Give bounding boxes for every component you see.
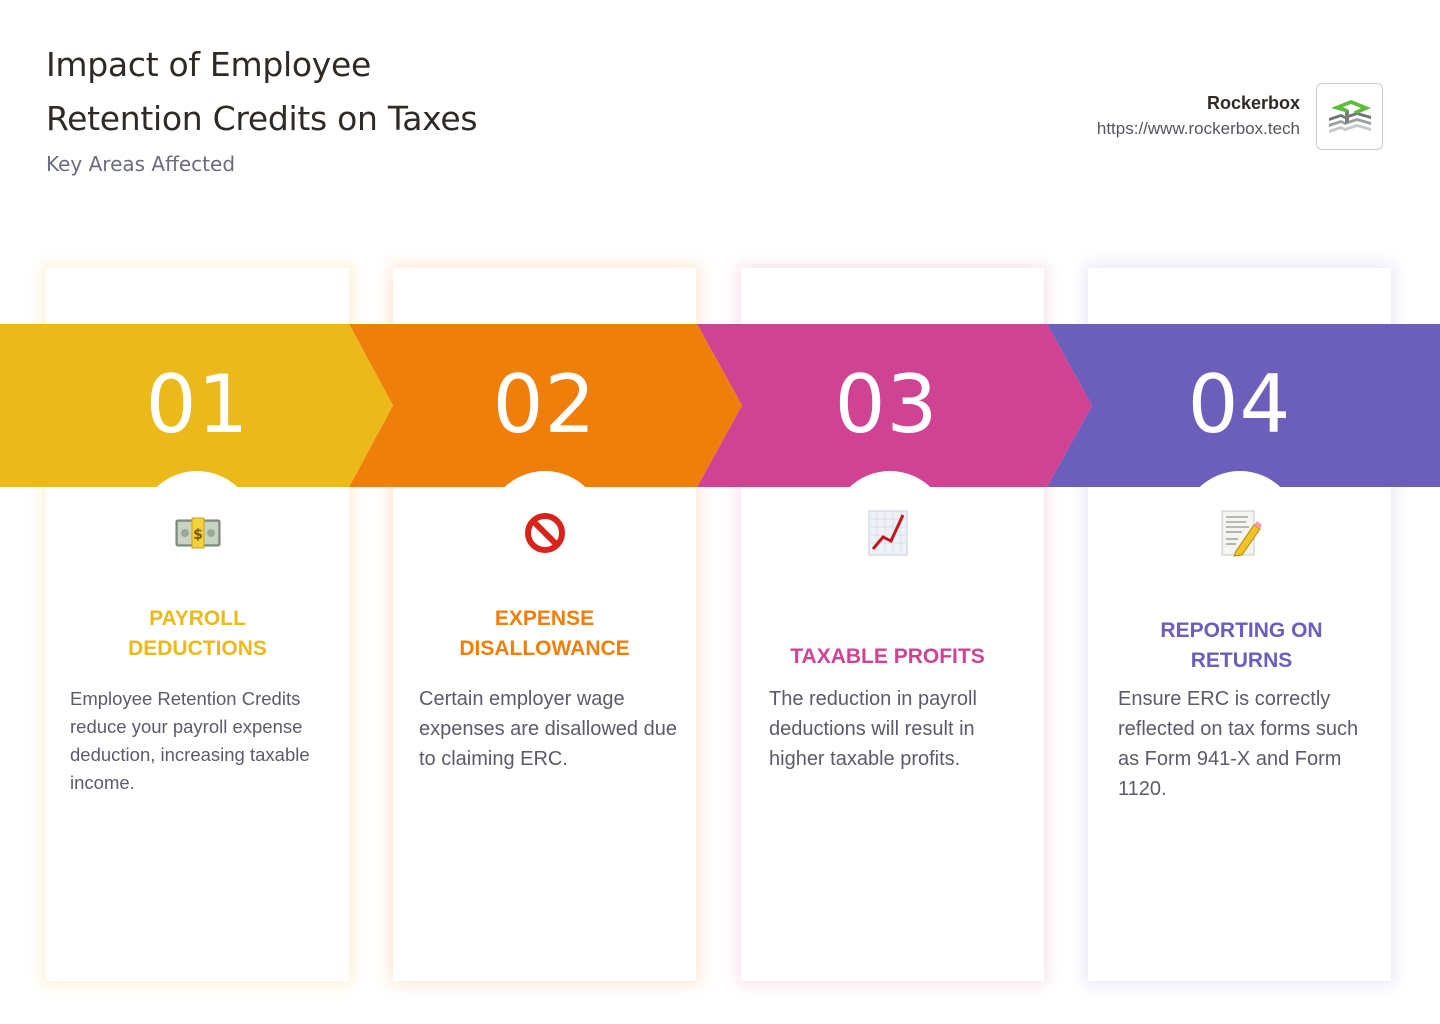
chart-increasing-icon (736, 510, 1039, 556)
step-number-4: 04 (1187, 358, 1292, 451)
step-number-3: 03 (834, 358, 939, 451)
step-body-1: Employee Retention Credits reduce your p… (70, 688, 310, 793)
step-body-2: Certain employer wage expenses are disal… (419, 688, 677, 770)
brand-name: Rockerbox (1206, 93, 1300, 113)
arrow-band (0, 324, 1440, 487)
page-subtitle: Key Areas Affected (46, 152, 236, 176)
step-heading-2: EXPENSE DISALLOWANCE (459, 607, 630, 660)
title-line-2: Retention Credits on Taxes (46, 99, 478, 138)
brand-url[interactable]: https://www.rockerbox.tech (1096, 119, 1300, 138)
brand-block: Rockerbox https://www.rockerbox.tech (1097, 90, 1300, 142)
arrow-segment-2 (349, 324, 742, 487)
prohibited-icon (393, 510, 696, 556)
step-heading-1: PAYROLL DEDUCTIONS (128, 607, 267, 660)
step-number-2: 02 (492, 358, 597, 451)
step-body-4: Ensure ERC is correctly reflected on tax… (1118, 688, 1359, 800)
step-number-1: 01 (145, 358, 250, 451)
money-banknote-icon: $ (46, 510, 349, 556)
arrow-segment-3 (697, 324, 1092, 487)
step-heading-3: TAXABLE PROFITS (790, 645, 985, 668)
step-body-3: The reduction in payroll deductions will… (769, 688, 977, 770)
arrow-segment-1 (0, 324, 393, 487)
arrow-segment-4 (1047, 324, 1440, 487)
rockerbox-logo-icon[interactable] (1316, 83, 1383, 150)
svg-text:$: $ (193, 527, 203, 543)
page-title: Impact of Employee Retention Credits on … (46, 38, 478, 146)
title-line-1: Impact of Employee (46, 45, 371, 84)
step-heading-4: REPORTING ON RETURNS (1160, 619, 1323, 672)
memo-pencil-icon (1088, 510, 1391, 557)
